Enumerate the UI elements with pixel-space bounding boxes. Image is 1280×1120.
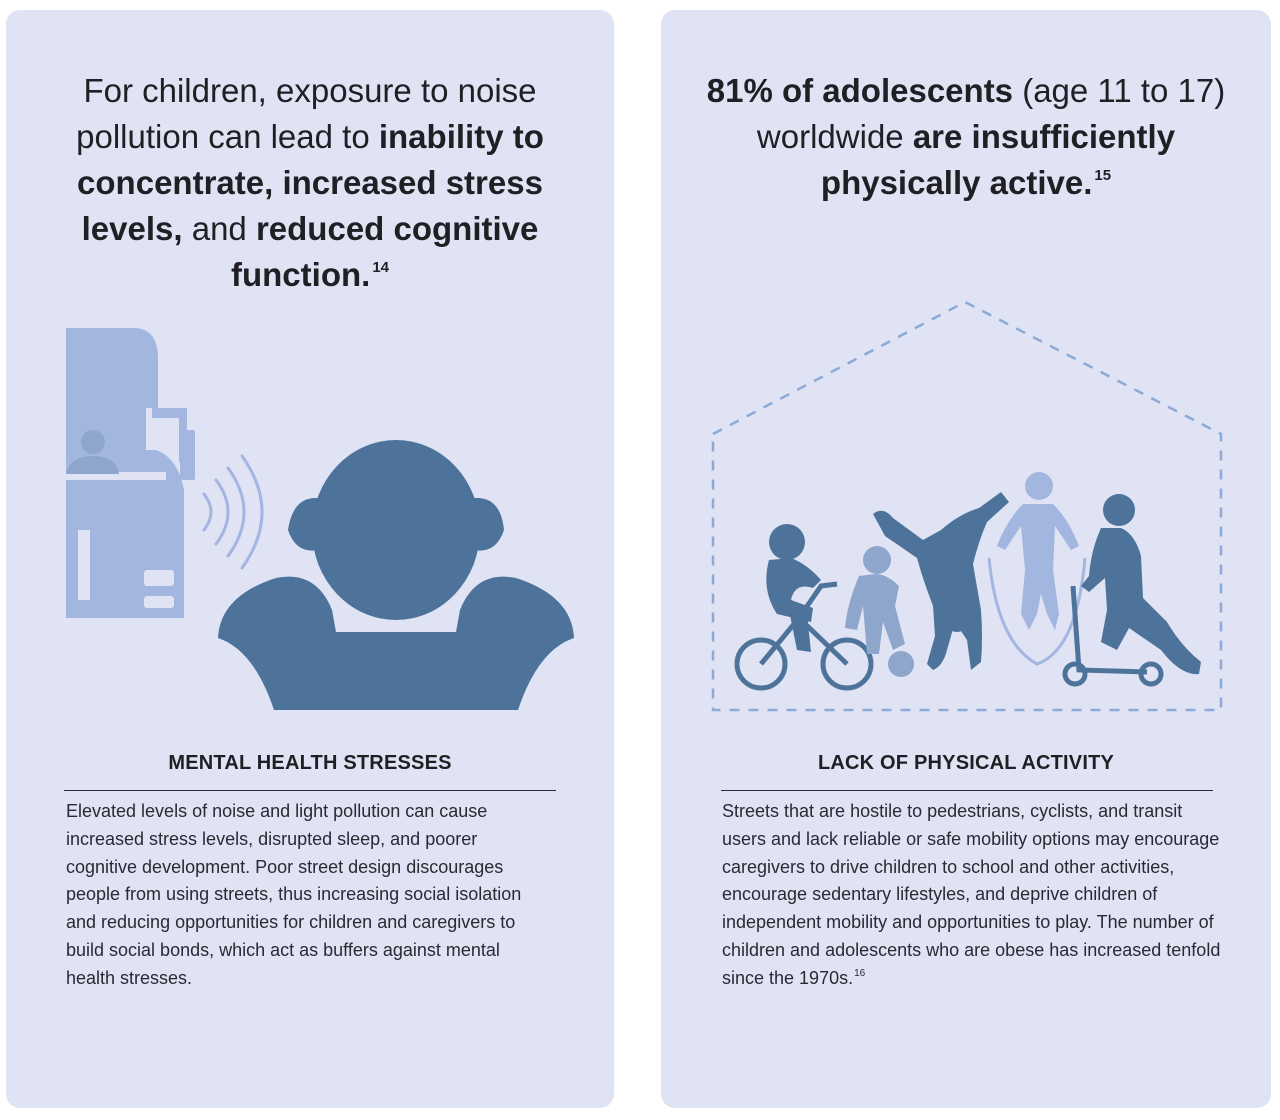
physical-activity-card: 81% of adolescents (age 11 to 17) worldw… — [661, 10, 1271, 1108]
child-on-scooter-icon — [1062, 494, 1201, 687]
house-outline-icon — [711, 300, 1223, 712]
divider — [721, 790, 1213, 791]
divider — [64, 790, 556, 791]
footnote-ref: 15 — [1094, 167, 1112, 184]
child-covering-ears-icon — [218, 440, 574, 710]
child-on-bike-icon — [734, 524, 874, 691]
physical-activity-body: Streets that are hostile to pedestrians,… — [722, 801, 1221, 988]
mental-health-headline: For children, exposure to noise pollutio… — [76, 72, 544, 293]
child-with-ball-icon — [845, 546, 914, 677]
footnote-ref: 16 — [854, 967, 866, 979]
physical-activity-headline: 81% of adolescents (age 11 to 17) worldw… — [706, 72, 1226, 201]
mental-health-body: Elevated levels of noise and light pollu… — [66, 801, 522, 988]
physical-activity-title: LACK OF PHYSICAL ACTIVITY — [817, 752, 1115, 774]
sound-waves-icon — [202, 454, 264, 570]
child-cartwheel-icon — [873, 492, 1009, 670]
driver-icon — [66, 430, 119, 474]
footnote-ref: 14 — [372, 259, 389, 276]
truck-icon — [66, 328, 195, 618]
child-jump-rope-icon — [987, 472, 1087, 666]
mental-health-title: MENTAL HEALTH STRESSES — [168, 752, 452, 774]
mental-health-card: For children, exposure to noise pollutio… — [6, 10, 614, 1108]
